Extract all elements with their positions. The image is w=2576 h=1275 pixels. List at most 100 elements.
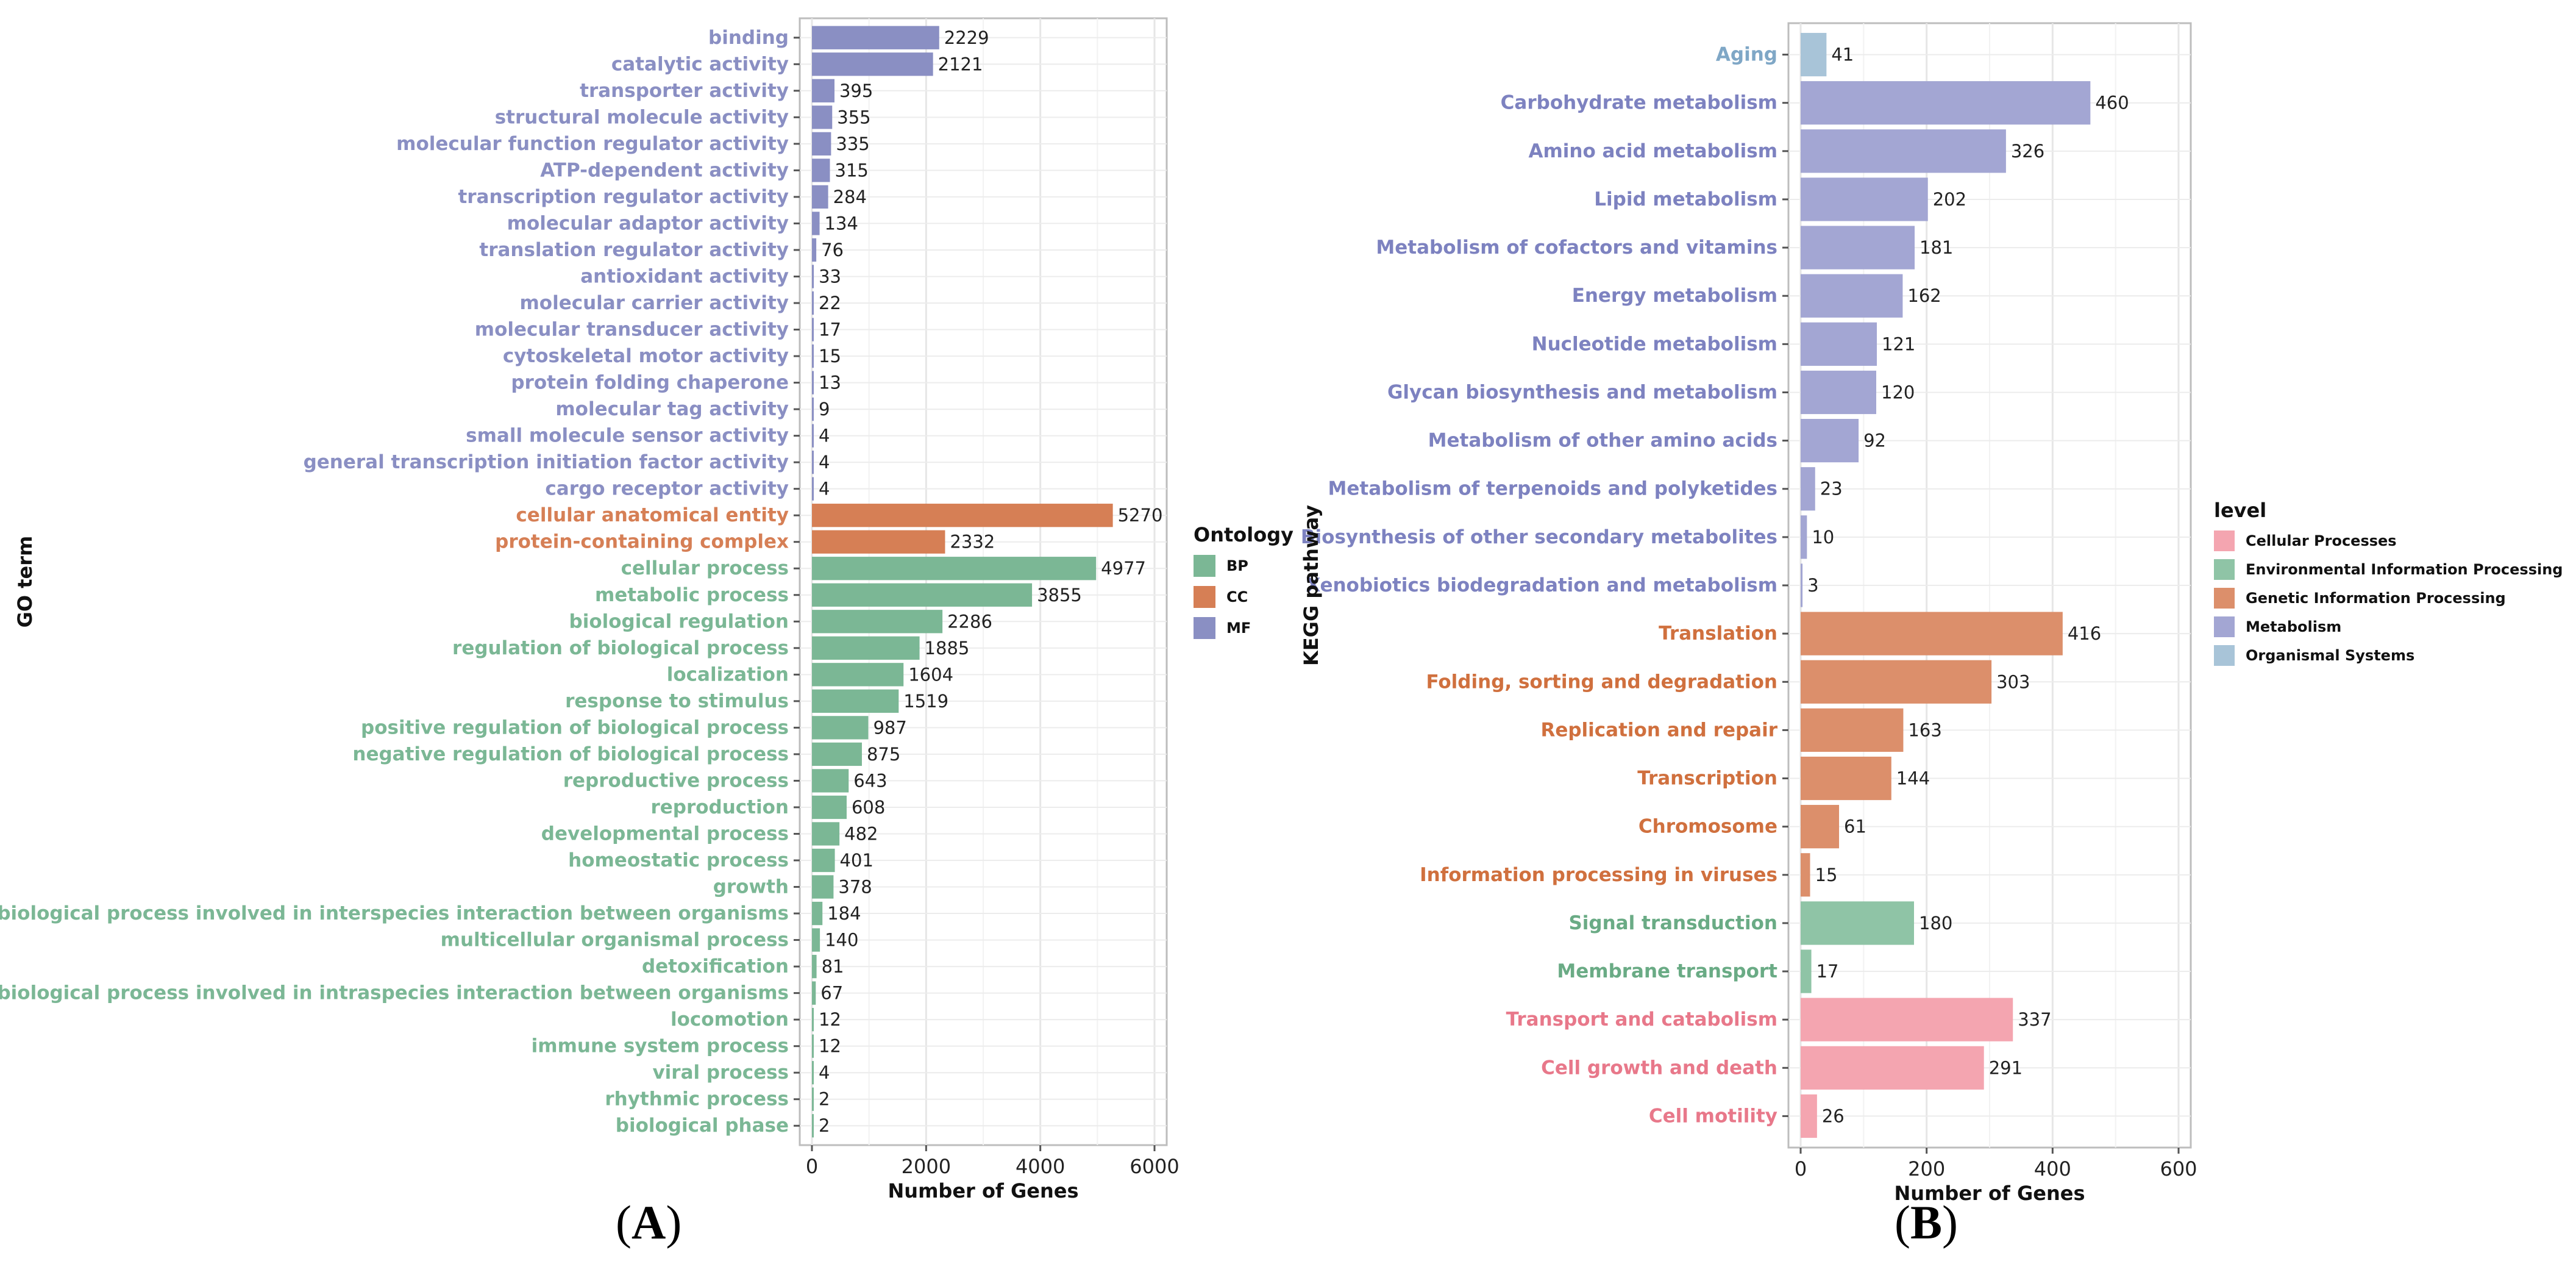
category-label: Information processing in viruses <box>1420 864 1777 886</box>
bar-value-label: 76 <box>821 240 844 260</box>
bar-locomotion <box>812 1007 814 1032</box>
x-tick-label: 4000 <box>1016 1155 1065 1178</box>
bar-carbohydrate-metabolism <box>1801 81 2091 125</box>
category-label: Glycan biosynthesis and metabolism <box>1387 381 1777 403</box>
legend-entry-label: Metabolism <box>2246 618 2341 635</box>
category-label: catalytic activity <box>611 53 789 75</box>
category-label: molecular transducer activity <box>475 319 789 341</box>
bar-translation-regulator-activity <box>812 238 817 262</box>
bar-molecular-carrier-activity <box>812 291 814 315</box>
category-label: regulation of biological process <box>452 637 789 659</box>
bar-localization <box>812 663 904 687</box>
legend-entry-label: CC <box>1226 588 1248 605</box>
category-label: positive regulation of biological proces… <box>361 716 789 738</box>
bar-value-label: 326 <box>2011 141 2044 162</box>
category-label: Metabolism of terpenoids and polyketides <box>1328 478 1777 500</box>
bar-catalytic-activity <box>812 52 933 76</box>
bar-molecular-adaptor-activity <box>812 212 820 235</box>
bar-general-transcription-initiation-factor-activity <box>812 450 814 474</box>
bar-value-label: 303 <box>1996 671 2030 692</box>
category-label: Translation <box>1659 623 1777 645</box>
category-label: metabolic process <box>595 584 789 606</box>
category-label: protein folding chaperone <box>511 372 789 394</box>
bar-cargo-receptor-activity <box>812 477 814 501</box>
bar-value-label: 3 <box>1807 575 1818 596</box>
category-label: locomotion <box>671 1009 789 1030</box>
bar-value-label: 875 <box>867 744 900 765</box>
bar-value-label: 144 <box>1896 768 1930 789</box>
category-label: Transport and catabolism <box>1506 1009 1777 1030</box>
x-tick-label: 2000 <box>902 1155 951 1178</box>
bar-translation <box>1801 612 2063 655</box>
bar-value-label: 3855 <box>1037 585 1082 605</box>
bar-metabolism-of-cofactors-and-vitamins <box>1801 226 1915 270</box>
legend-entry-label: Genetic Information Processing <box>2246 590 2506 607</box>
category-label: transporter activity <box>580 80 789 102</box>
bar-transcription-regulator-activity <box>812 185 828 209</box>
category-label: protein-containing complex <box>495 531 789 553</box>
bar-value-label: 4 <box>819 1062 830 1083</box>
category-label: molecular adaptor activity <box>507 212 789 234</box>
bar-homeostatic-process <box>812 848 835 873</box>
bar-small-molecule-sensor-activity <box>812 424 814 448</box>
legend-swatch <box>2214 588 2235 609</box>
category-label: Metabolism of other amino acids <box>1428 430 1777 452</box>
bar-value-label: 1519 <box>903 691 948 712</box>
bar-structural-molecule-activity <box>812 105 833 129</box>
category-label: Chromosome <box>1638 816 1777 838</box>
x-tick-label: 400 <box>2034 1157 2071 1180</box>
bar-value-label: 121 <box>1882 334 1915 354</box>
bar-information-processing-in-viruses <box>1801 853 1810 897</box>
category-label: cellular process <box>621 557 789 579</box>
bar-value-label: 67 <box>820 983 843 1004</box>
bar-value-label: 163 <box>1908 720 1941 740</box>
bar-metabolism-of-other-amino-acids <box>1801 419 1859 463</box>
bar-value-label: 4 <box>819 426 830 446</box>
legend-swatch <box>2214 559 2235 580</box>
bar-value-label: 22 <box>819 293 841 313</box>
bar-protein-folding-chaperone <box>812 371 814 395</box>
category-label: Replication and repair <box>1540 719 1777 741</box>
bar-value-label: 460 <box>2095 93 2129 113</box>
bar-binding <box>812 26 939 49</box>
legend-swatch <box>1194 586 1215 608</box>
category-label: small molecule sensor activity <box>466 425 789 447</box>
bar-folding-sorting-and-degradation <box>1801 660 1992 704</box>
category-label: viral process <box>652 1062 789 1084</box>
category-label: molecular function regulator activity <box>396 133 789 155</box>
bar-growth <box>812 875 834 899</box>
bar-value-label: 12 <box>819 1036 841 1057</box>
legend-swatch <box>2214 616 2235 637</box>
bar-rhythmic-process <box>812 1087 814 1111</box>
bar-developmental-process <box>812 822 840 846</box>
bar-multicellular-organismal-process <box>812 928 820 952</box>
bar-value-label: 162 <box>1907 285 1941 306</box>
bar-value-label: 33 <box>819 266 841 287</box>
bar-glycan-biosynthesis-and-metabolism <box>1801 370 1876 415</box>
bar-viral-process <box>812 1061 814 1085</box>
category-label: homeostatic process <box>568 849 789 871</box>
x-tick-label: 0 <box>1795 1157 1807 1180</box>
bar-value-label: 291 <box>1989 1057 2023 1078</box>
bar-value-label: 10 <box>1812 527 1834 548</box>
panel-a-caption: (A) <box>616 1196 682 1249</box>
bar-transport-and-catabolism <box>1801 998 2013 1041</box>
x-tick-label: 6000 <box>1130 1155 1179 1178</box>
bar-value-label: 2 <box>819 1089 830 1110</box>
y-axis-title: GO term <box>13 536 37 628</box>
bar-cell-motility <box>1801 1094 1817 1138</box>
legend-swatch <box>2214 530 2235 551</box>
category-label: molecular carrier activity <box>519 292 789 314</box>
bar-value-label: 17 <box>1816 961 1839 982</box>
bar-value-label: 180 <box>1919 913 1952 934</box>
legend-entry-label: Organismal Systems <box>2246 647 2414 664</box>
bar-cellular-process <box>812 557 1097 580</box>
bar-molecular-function-regulator-activity <box>812 132 831 156</box>
bar-value-label: 202 <box>1933 189 1966 210</box>
bar-value-label: 608 <box>852 797 885 818</box>
category-label: cytoskeletal motor activity <box>503 345 789 367</box>
bar-value-label: 12 <box>819 1009 841 1030</box>
bar-aging <box>1801 32 1827 77</box>
panel-a-caption-letter: A <box>631 1196 666 1249</box>
category-label: binding <box>708 27 789 49</box>
